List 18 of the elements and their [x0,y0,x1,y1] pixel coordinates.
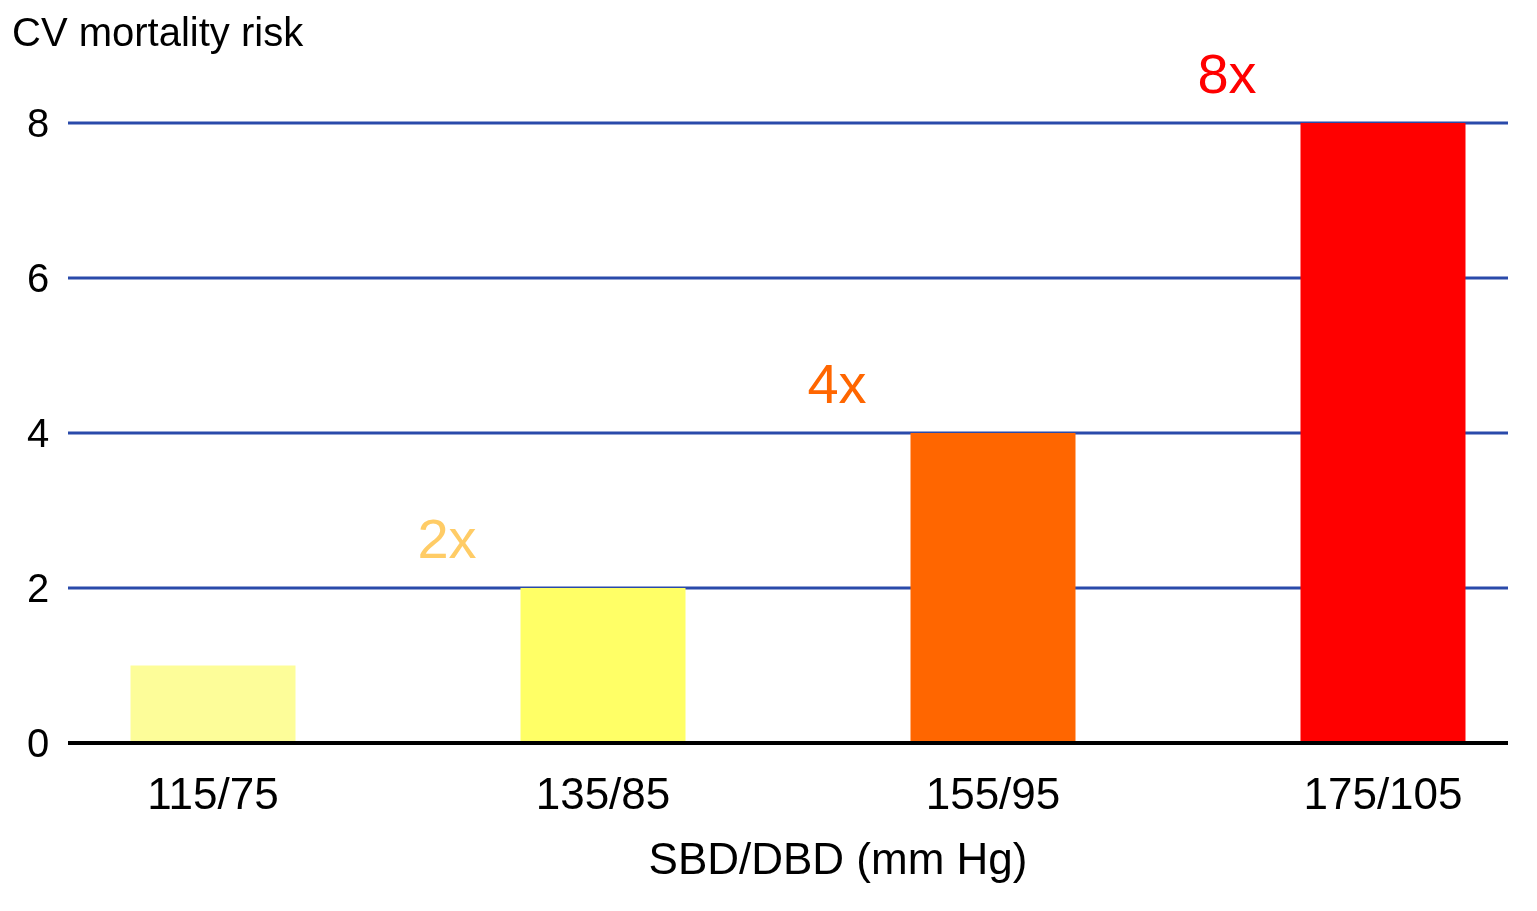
y-tick-label: 0 [26,721,50,765]
x-tick-label: 135/85 [535,769,671,818]
x-axis-title: SBD/DBD (mm Hg) [648,834,1028,883]
y-tick-label: 8 [26,101,50,145]
y-tick-label: 6 [26,256,50,300]
annotation: 2x [417,507,477,570]
x-tick-label: 115/75 [147,769,279,818]
annotation: 4x [807,352,867,415]
bar [1300,123,1466,743]
x-tick-label: 155/95 [925,769,1061,818]
annotation: 8x [1197,42,1257,105]
x-tick-label: 175/105 [1303,769,1463,818]
bar [520,588,686,743]
y-tick-label: 2 [26,566,50,610]
y-axis-title: CV mortality risk [12,10,305,54]
bar [130,665,296,743]
bar [910,433,1076,743]
y-tick-label: 4 [26,411,50,455]
